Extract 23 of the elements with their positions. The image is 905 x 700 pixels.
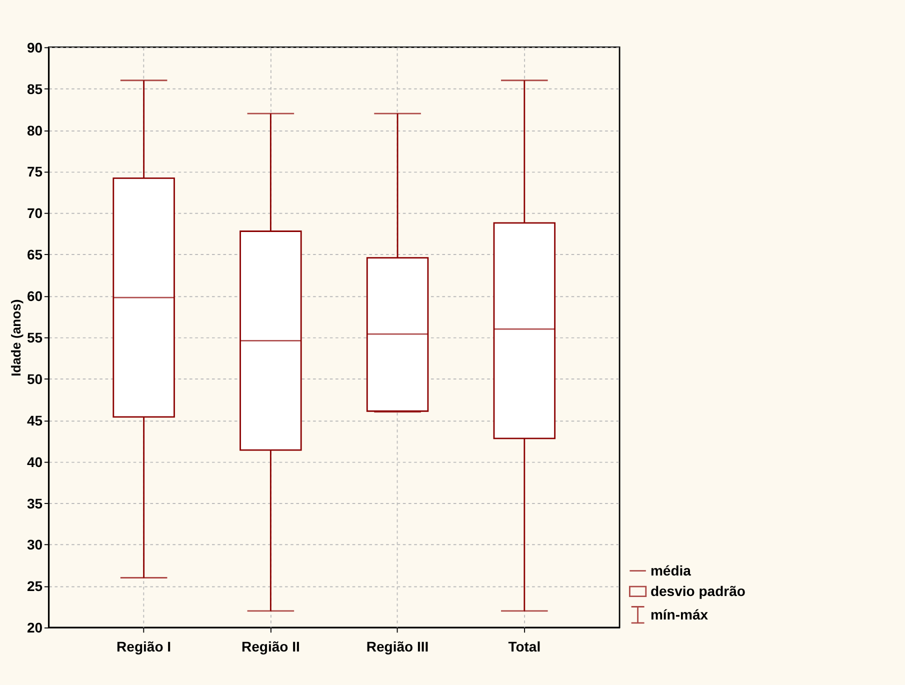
y-tick-label: 30 [26,536,43,553]
y-tick-label: 40 [26,454,43,470]
y-tick-label: 50 [26,370,43,387]
y-tick-label: 45 [26,412,43,428]
y-axis-title: Idade (anos) [8,299,24,376]
x-tick-label: Região I [116,638,172,654]
text: média [650,562,692,579]
y-tick-label: 60 [26,288,43,304]
text: desvio padrão [650,583,746,600]
y-tick-label: 25 [26,578,43,594]
text: mín-máx [650,606,708,623]
y-tick-label: 85 [26,80,43,97]
y-tick-label: 70 [26,205,43,222]
y-tick-label: 20 [26,620,43,636]
y-tick-label: 35 [26,495,43,512]
x-tick-label: Total [508,638,541,654]
y-tick-label: 80 [26,122,43,138]
x-tick-label: Região III [366,638,429,654]
y-tick-label: 65 [26,246,43,263]
y-tick-label: 90 [26,39,43,56]
y-tick-label: 75 [26,164,43,180]
x-tick-label: Região II [241,638,300,654]
y-tick-label: 55 [26,330,43,346]
